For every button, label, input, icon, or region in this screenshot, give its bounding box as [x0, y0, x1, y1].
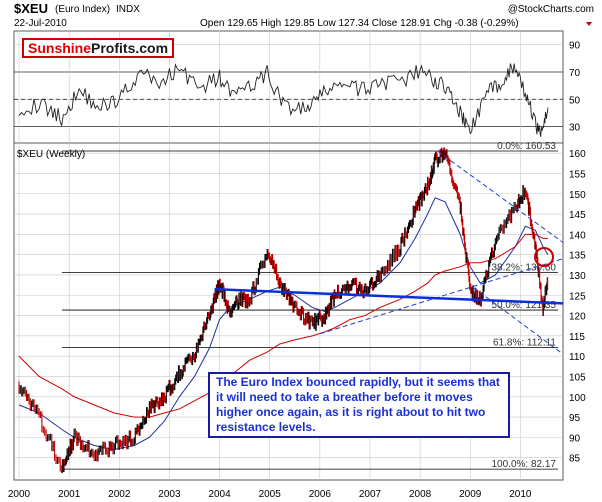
price-tick-label: 115 — [569, 332, 585, 343]
price-tick-label: 95 — [569, 413, 581, 424]
chg-down-marker — [586, 22, 592, 26]
stockcharts-watermark: @StockCharts.com — [508, 4, 594, 15]
price-panel-label: $XEU (Weekly) — [17, 149, 85, 160]
fib-level-label: 0.0%: 160.53 — [497, 141, 556, 152]
chart-exchange: INDX — [116, 4, 140, 15]
brand-logo: SunshineProfits.com — [22, 38, 175, 58]
price-tick-label: 90 — [569, 433, 581, 444]
brand-part-2: Profits.com — [91, 40, 169, 56]
price-tick-label: 105 — [569, 372, 586, 383]
chart-name: (Euro Index) — [55, 4, 110, 15]
x-tick-label: 2002 — [108, 489, 131, 500]
indicator-tick-label: 50 — [569, 95, 581, 106]
fib-level-label: 100.0%: 82.17 — [492, 459, 557, 470]
fib-level-label: 61.8%: 112.11 — [493, 338, 556, 349]
moving-averages — [18, 197, 549, 451]
x-tick-label: 2006 — [309, 489, 332, 500]
indicator-y-axis: 90 70 50 30 — [569, 41, 581, 134]
trend-line — [319, 258, 564, 335]
price-tick-label: 110 — [569, 352, 585, 363]
price-tick-label: 140 — [569, 230, 586, 241]
indicator-grid — [14, 31, 563, 143]
price-tick-label: 85 — [569, 454, 581, 465]
quote-summary: Open 129.65 High 129.85 Low 127.34 Close… — [200, 18, 519, 29]
fibonacci-levels: 0.0%: 160.53 38.2%: 130.60 50.0%: 121.35 61… — [62, 141, 558, 470]
trend-line — [437, 150, 564, 243]
x-tick-label: 2003 — [158, 489, 181, 500]
fib-level-label: 38.2%: 130.60 — [492, 263, 557, 274]
x-tick-label: 2004 — [208, 489, 231, 500]
fib-level-label: 50.0%: 121.35 — [492, 300, 557, 311]
indicator-tick-label: 70 — [569, 68, 581, 79]
oscillator-line — [18, 63, 549, 137]
price-y-axis: 160 155 150 145 140 135 130 125 120 115 110 105 100 9… — [569, 149, 586, 465]
price-tick-label: 150 — [569, 190, 586, 201]
resistance-circle — [534, 247, 554, 267]
indicator-tick-label: 30 — [569, 123, 581, 134]
x-tick-label: 2010 — [509, 489, 532, 500]
price-series — [18, 147, 549, 473]
trend-line — [472, 286, 564, 355]
price-tick-label: 100 — [569, 393, 586, 404]
price-tick-label: 120 — [569, 312, 586, 323]
support-line — [214, 287, 564, 305]
x-tick-label: 2008 — [409, 489, 432, 500]
indicator-tick-label: 90 — [569, 41, 581, 52]
price-tick-label: 130 — [569, 271, 586, 282]
x-tick-label: 2001 — [58, 489, 81, 500]
x-tick-label: 2005 — [259, 489, 282, 500]
price-tick-label: 160 — [569, 149, 586, 160]
annotation-box: The Euro Index bounced rapidly, but it s… — [208, 372, 510, 438]
price-tick-label: 135 — [569, 251, 586, 262]
price-tick-label: 155 — [569, 169, 586, 180]
x-tick-label: 2007 — [359, 489, 382, 500]
moving-average-short — [18, 197, 549, 451]
moving-average-long — [18, 233, 548, 418]
chart-symbol: $XEU — [14, 1, 48, 16]
price-tick-label: 125 — [569, 291, 586, 302]
brand-part-1: Sunshine — [28, 40, 92, 56]
indicator-series — [18, 63, 549, 137]
chart-date: 22-Jul-2010 — [14, 18, 67, 29]
x-axis: 2000 2001 2002 2003 2004 2005 2006 2007 2008 2009… — [8, 489, 532, 500]
trend-lines — [214, 150, 564, 355]
x-tick-label: 2009 — [459, 489, 482, 500]
x-tick-label: 2000 — [8, 489, 31, 500]
price-tick-label: 145 — [569, 210, 586, 221]
